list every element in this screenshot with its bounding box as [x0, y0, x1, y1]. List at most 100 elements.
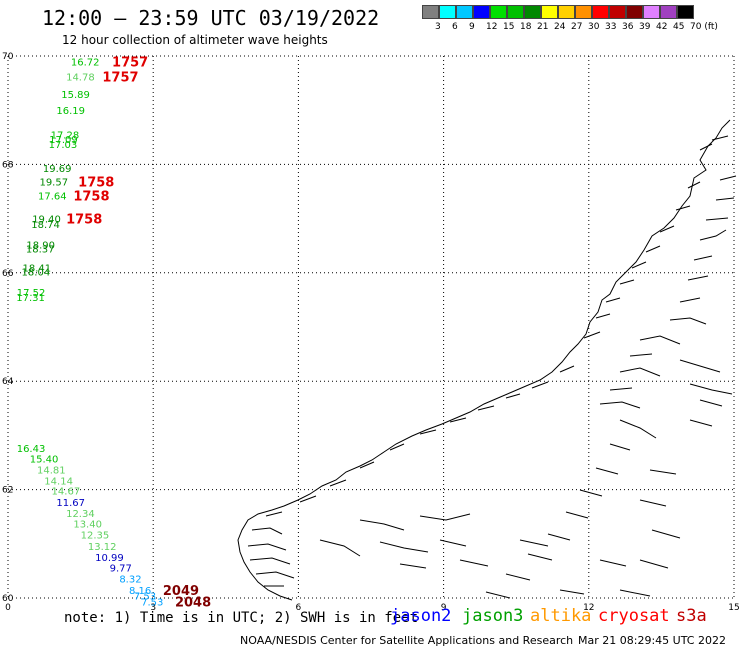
wave-height-value: 18.41: [23, 263, 52, 274]
wave-height-value: 15.40: [30, 455, 59, 466]
wave-height-value: 16.43: [17, 444, 46, 455]
footer-note: note: 1) Time is in UTC; 2) SWH is in fe…: [64, 610, 419, 626]
colorbar-label: 15: [503, 22, 515, 32]
colorbar-label: 18: [520, 22, 532, 32]
colorbar-swatch: [660, 5, 677, 19]
wave-height-value: 8.32: [119, 574, 141, 585]
wave-height-value: 12.35: [81, 531, 110, 542]
wave-height-value: 13.40: [73, 520, 102, 531]
colorbar-label: 39: [639, 22, 651, 32]
colorbar-swatch: [541, 5, 558, 19]
colorbar-label: 27: [571, 22, 583, 32]
colorbar-label: 30: [588, 22, 600, 32]
colorbar-label: 9: [469, 22, 475, 32]
wave-height-value: 18.37: [26, 244, 55, 255]
latitude-tick-label: 64: [2, 377, 14, 387]
colorbar-swatch: [524, 5, 541, 19]
pass-time-label: 2048: [175, 595, 211, 610]
latitude-tick-label: 62: [2, 486, 13, 496]
map-subtitle: 12 hour collection of altimeter wave hei…: [62, 33, 328, 47]
wave-height-value: 14.81: [37, 466, 66, 477]
colorbar-swatch: [558, 5, 575, 19]
colorbar-swatch: [575, 5, 592, 19]
wave-height-value: 19.69: [43, 164, 72, 175]
wave-height-value: 16.19: [56, 106, 85, 117]
colorbar-swatch: [609, 5, 626, 19]
colorbar-swatch: [490, 5, 507, 19]
colorbar-label: 33: [605, 22, 617, 32]
wave-height-value: 18.90: [26, 241, 55, 252]
wave-height-value: 19.40: [32, 215, 61, 226]
wave-height-value: 17.31: [16, 293, 45, 304]
colorbar-swatch: [643, 5, 660, 19]
longitude-tick-label: 15: [728, 603, 739, 613]
latitude-tick-label: 70: [2, 52, 14, 62]
colorbar-swatch: [507, 5, 524, 19]
wave-height-value: 8.16: [129, 586, 151, 597]
latitude-tick-label: 60: [2, 594, 14, 604]
wave-height-value: 17.09: [49, 135, 78, 146]
colorbar-label: 3: [435, 22, 441, 32]
wave-height-value: 14.14: [44, 476, 73, 487]
wave-height-value: 17.03: [49, 140, 78, 151]
pass-time-label: 1757: [112, 55, 148, 70]
wave-height-value: 17.52: [17, 288, 46, 299]
sat-altika: altika: [530, 606, 592, 626]
colorbar-label: 12: [486, 22, 498, 32]
colorbar-swatch: [439, 5, 456, 19]
longitude-tick-label: 12: [583, 603, 594, 613]
wave-height-value: 18.04: [22, 268, 51, 279]
pass-time-label: 1758: [66, 213, 102, 228]
wave-height-value: 12.34: [66, 509, 95, 520]
colorbar-swatch: [473, 5, 490, 19]
wave-height-value: 14.78: [66, 73, 95, 84]
colorbar-label: 42: [656, 22, 668, 32]
colorbar-swatch: [456, 5, 473, 19]
wave-height-value: 14.67: [52, 487, 81, 498]
wave-height-value: 17.28: [51, 131, 80, 142]
map-grid: 0 3 6 9 12 15 60 62 64 66 68 70: [2, 52, 740, 613]
colorbar-label: 36: [622, 22, 634, 32]
colorbar-swatch: [422, 5, 439, 19]
generated-timestamp: Mar 21 08:29:45 UTC 2022: [578, 634, 726, 647]
pass-time-label: 1757: [102, 71, 138, 86]
sat-s3a: s3a: [676, 606, 707, 626]
colorbar-label: 24: [554, 22, 566, 32]
credit-line: NOAA/NESDIS Center for Satellite Applica…: [240, 634, 574, 647]
wave-height-value: 7.53: [134, 591, 156, 602]
pass-time-label: 1758: [73, 189, 109, 204]
wave-height-value: 7.53: [141, 597, 163, 608]
wave-height-value: 16.72: [71, 57, 100, 68]
norway-coastline: [237, 119, 737, 601]
sat-jason3: jason3: [462, 606, 524, 626]
map-title: 12:00 – 23:59 UTC 03/19/2022: [42, 6, 380, 30]
longitude-tick-label: 0: [5, 603, 11, 613]
wave-height-value: 19.57: [39, 178, 68, 189]
colorbar-label: 70 (ft): [690, 22, 718, 32]
colorbar-label: 45: [673, 22, 685, 32]
colorbar-label: 6: [452, 22, 458, 32]
wave-height-value: 15.89: [61, 90, 90, 101]
wave-height-value: 17.64: [38, 191, 67, 202]
longitude-tick-label: 9: [441, 603, 447, 613]
sat-jason2: jason2: [390, 606, 452, 626]
longitude-tick-label: 3: [150, 603, 156, 613]
colorbar-label: 21: [537, 22, 549, 32]
latitude-tick-label: 68: [2, 160, 14, 170]
wave-height-value: 13.12: [88, 542, 117, 553]
pass-time-label: 1758: [78, 176, 114, 191]
wave-height-value: 11.67: [56, 498, 85, 509]
colorbar-swatch: [626, 5, 643, 19]
latitude-tick-label: 66: [2, 269, 14, 279]
wave-height-value: 18.74: [31, 220, 60, 231]
wave-height-value: 10.99: [95, 553, 124, 564]
longitude-tick-label: 6: [296, 603, 302, 613]
sat-cryosat: cryosat: [598, 606, 670, 626]
colorbar-swatch: [677, 5, 694, 19]
pass-time-label: 2049: [163, 584, 199, 599]
wave-height-value: 9.77: [110, 564, 132, 575]
colorbar-swatch: [592, 5, 609, 19]
